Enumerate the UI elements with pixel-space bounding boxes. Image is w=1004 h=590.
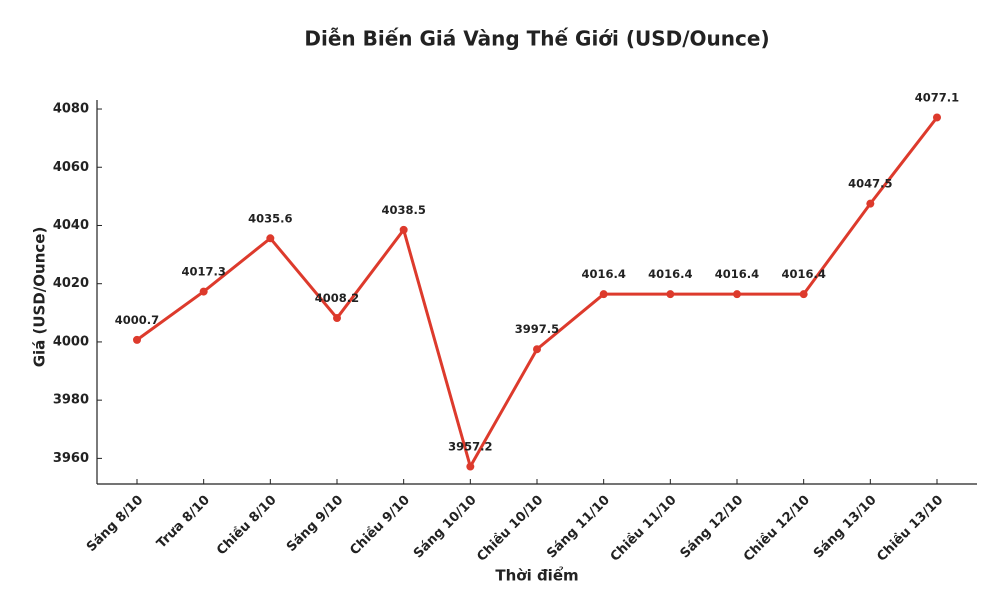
point [733,290,741,299]
point [533,345,541,354]
point [866,199,875,208]
value-label: 4016.4 [781,267,825,281]
point [666,290,675,299]
value-label: 4016.4 [715,267,759,281]
y-tick-label: 3980 [53,393,89,408]
y-tick-label: 3960 [53,451,89,466]
y-axis-label: Giá (USD/Ounce) [31,227,49,368]
value-label: 4017.3 [181,265,225,279]
point [799,290,808,299]
line [136,116,939,471]
y-tick-label: 4060 [53,160,89,175]
point [399,225,408,234]
x-tick-label: Chiều 8/10 [214,493,280,559]
value-label: 4047.5 [848,177,892,191]
value-label: 4077.1 [915,90,959,104]
y-tick-label: 4000 [53,334,89,349]
point [199,287,208,296]
x-axis-label: Thời điểm [495,566,578,585]
value-label: 4038.5 [381,203,425,217]
x-tick-label: Sáng 13/10 [811,493,880,562]
x-tick-label: Chiều 13/10 [874,493,946,565]
value-label: 4035.6 [248,211,292,225]
chart-title: Diễn Biến Giá Vàng Thế Giới (USD/Ounce) [304,27,769,51]
x-tick-label: Sáng 9/10 [284,493,346,555]
x-tick-label: Sáng 10/10 [411,493,480,562]
x-tick-label: Chiều 11/10 [608,493,680,565]
y-tick-label: 4020 [53,276,89,291]
y-tick-label: 4040 [53,218,89,233]
point [599,290,608,299]
value-label: 4016.4 [648,267,692,281]
x-tick-label: Sáng 12/10 [678,493,747,562]
y-tick-label: 4080 [53,102,89,117]
x-tick-label: Sáng 8/10 [84,493,146,555]
value-label: 3957.2 [448,440,492,454]
x-tick-label: Sáng 11/10 [544,493,613,562]
x-tick-label: Chiều 9/10 [347,493,413,559]
value-label: 4016.4 [581,267,625,281]
x-tick-label: Chiều 10/10 [474,493,546,565]
point [466,462,475,471]
value-label: 4008.2 [315,291,359,305]
point [266,234,275,243]
value-label: 4000.7 [115,313,159,327]
x-tick-label: Trưa 8/10 [154,493,213,552]
point [133,335,141,344]
value-label: 3997.5 [515,322,559,336]
point [333,314,341,323]
point [933,113,941,122]
x-tick-label: Chiều 12/10 [741,493,813,565]
